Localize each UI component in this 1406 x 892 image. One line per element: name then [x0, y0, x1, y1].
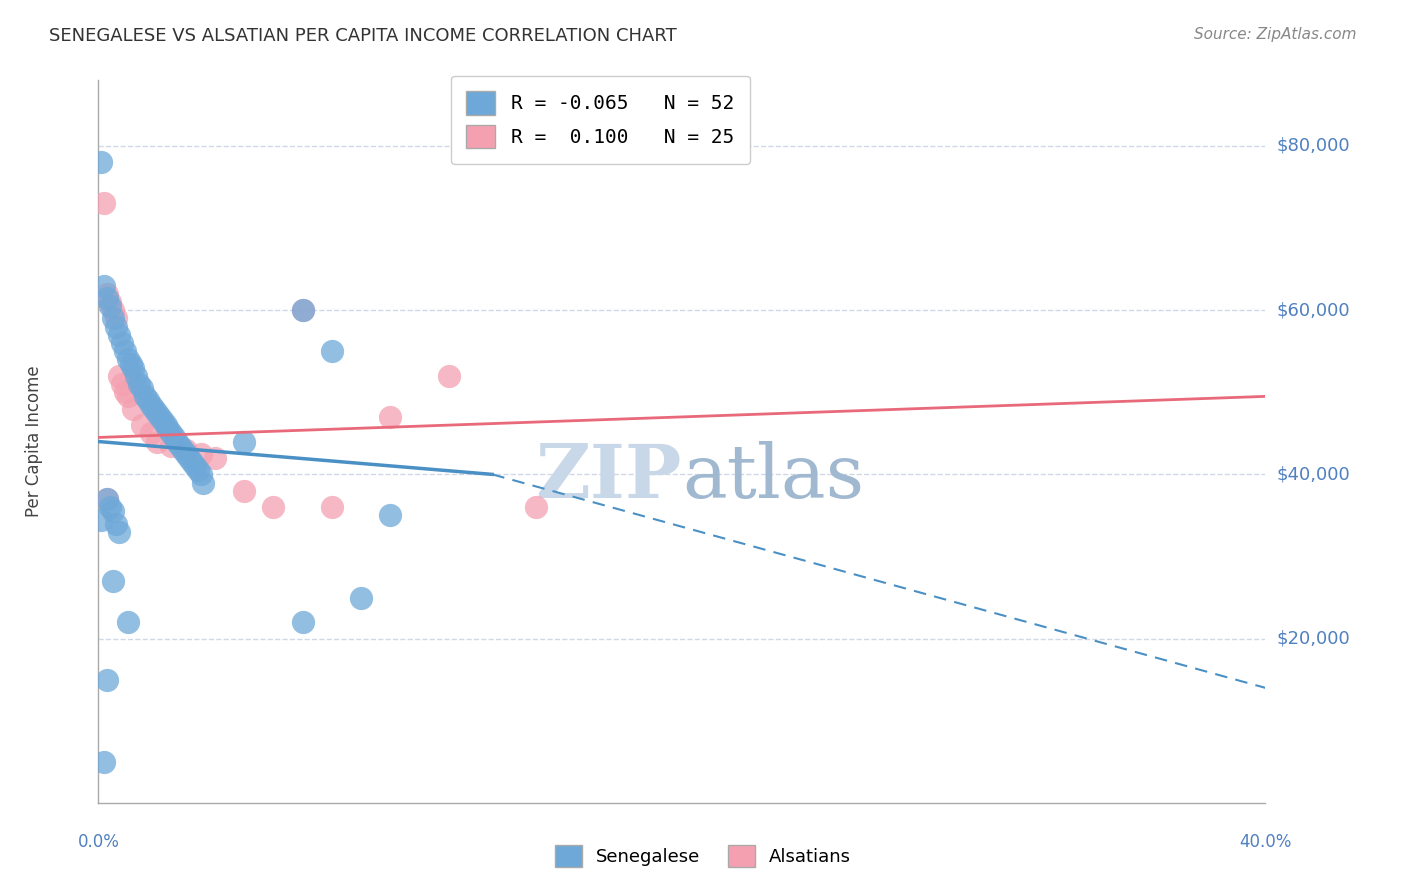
- Point: [96, 291, 118, 305]
- Text: $60,000: $60,000: [1277, 301, 1350, 319]
- Point: [174, 442, 197, 457]
- Point: [96, 491, 118, 506]
- Point: [183, 459, 205, 474]
- Point: [380, 409, 402, 424]
- Point: [90, 512, 112, 526]
- Point: [233, 434, 256, 449]
- Text: 0.0%: 0.0%: [77, 833, 120, 851]
- Text: $20,000: $20,000: [1277, 630, 1350, 648]
- Point: [96, 286, 118, 301]
- Point: [101, 311, 124, 326]
- Point: [125, 368, 148, 383]
- Text: atlas: atlas: [682, 442, 865, 514]
- Point: [146, 406, 169, 420]
- Point: [111, 336, 134, 351]
- Point: [139, 426, 162, 441]
- Point: [117, 615, 139, 630]
- Point: [101, 303, 124, 318]
- Point: [187, 463, 209, 477]
- Point: [136, 393, 159, 408]
- Point: [169, 439, 191, 453]
- Text: ZIP: ZIP: [536, 442, 682, 514]
- Point: [111, 377, 134, 392]
- Point: [93, 278, 115, 293]
- Point: [108, 524, 131, 539]
- Text: 40.0%: 40.0%: [1239, 833, 1292, 851]
- Point: [96, 673, 118, 687]
- Point: [131, 418, 153, 433]
- Point: [291, 303, 314, 318]
- Point: [146, 434, 169, 449]
- Point: [160, 439, 183, 453]
- Legend: Senegalese, Alsatians: Senegalese, Alsatians: [547, 838, 859, 874]
- Point: [380, 508, 402, 523]
- Point: [157, 422, 180, 436]
- Point: [104, 516, 127, 531]
- Point: [93, 755, 115, 769]
- Point: [174, 447, 197, 461]
- Point: [149, 409, 172, 424]
- Point: [96, 491, 118, 506]
- Point: [350, 591, 373, 605]
- Point: [177, 450, 200, 465]
- Point: [114, 385, 136, 400]
- Point: [122, 401, 145, 416]
- Point: [98, 295, 121, 310]
- Point: [321, 500, 343, 515]
- Point: [114, 344, 136, 359]
- Point: [233, 483, 256, 498]
- Point: [155, 418, 177, 433]
- Point: [163, 430, 186, 444]
- Legend: R = -0.065   N = 52, R =  0.100   N = 25: R = -0.065 N = 52, R = 0.100 N = 25: [451, 76, 749, 164]
- Point: [172, 442, 194, 457]
- Point: [131, 381, 153, 395]
- Point: [104, 319, 127, 334]
- Point: [291, 615, 314, 630]
- Text: $80,000: $80,000: [1277, 137, 1350, 155]
- Text: Per Capita Income: Per Capita Income: [25, 366, 44, 517]
- Point: [193, 475, 215, 490]
- Point: [101, 574, 124, 588]
- Point: [108, 368, 131, 383]
- Point: [190, 467, 212, 482]
- Point: [291, 303, 314, 318]
- Text: $40,000: $40,000: [1277, 466, 1350, 483]
- Point: [166, 434, 188, 449]
- Point: [262, 500, 284, 515]
- Point: [108, 327, 131, 342]
- Point: [160, 426, 183, 441]
- Point: [98, 500, 121, 515]
- Text: Source: ZipAtlas.com: Source: ZipAtlas.com: [1194, 27, 1357, 42]
- Point: [120, 357, 142, 371]
- Point: [139, 398, 162, 412]
- Point: [101, 504, 124, 518]
- Point: [117, 352, 139, 367]
- Point: [117, 389, 139, 403]
- Point: [190, 447, 212, 461]
- Point: [134, 389, 156, 403]
- Point: [180, 455, 202, 469]
- Text: SENEGALESE VS ALSATIAN PER CAPITA INCOME CORRELATION CHART: SENEGALESE VS ALSATIAN PER CAPITA INCOME…: [49, 27, 676, 45]
- Point: [122, 360, 145, 375]
- Point: [204, 450, 226, 465]
- Point: [152, 414, 174, 428]
- Point: [128, 377, 150, 392]
- Point: [142, 401, 165, 416]
- Point: [98, 299, 121, 313]
- Point: [524, 500, 547, 515]
- Point: [104, 311, 127, 326]
- Point: [90, 155, 112, 169]
- Point: [321, 344, 343, 359]
- Point: [93, 196, 115, 211]
- Point: [437, 368, 460, 383]
